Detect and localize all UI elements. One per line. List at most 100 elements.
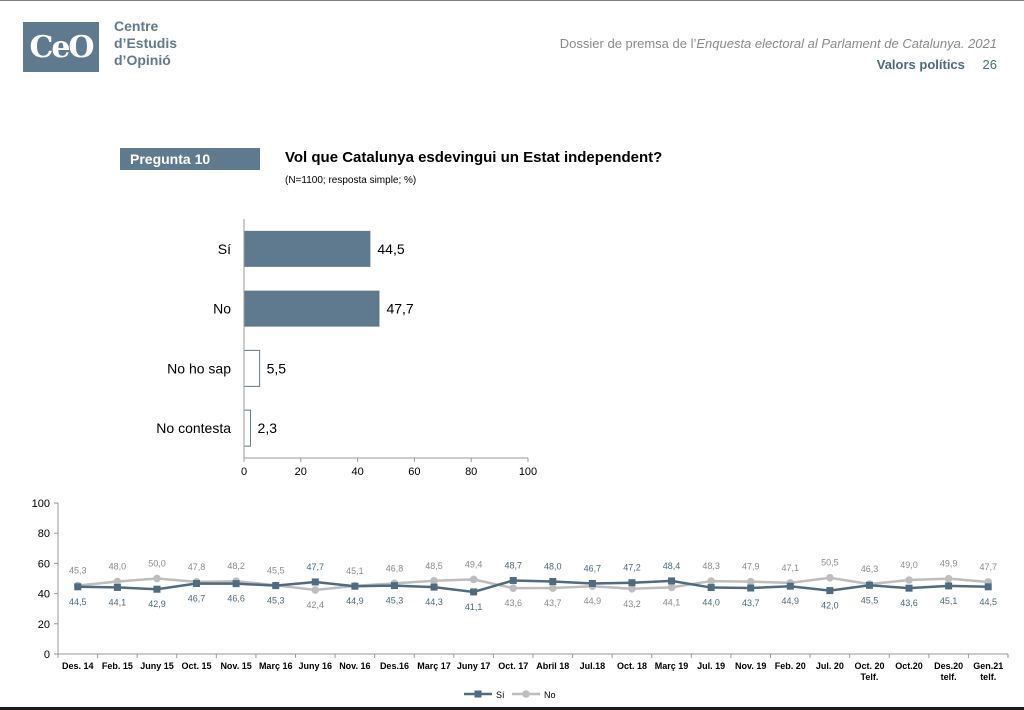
bar-category-label: No contesta	[156, 420, 231, 436]
series-point	[351, 582, 359, 590]
section-name: Valors polítics	[876, 57, 965, 72]
series-data-label: 44,9	[782, 596, 800, 606]
series-point	[905, 576, 913, 584]
series-point	[509, 584, 518, 592]
legend-label: Sí	[496, 690, 505, 700]
line-x-tick-label: Oct. 15	[182, 661, 212, 671]
dossier-prefix: Dossier de premsa de l’	[559, 36, 697, 51]
series-point	[232, 580, 240, 588]
series-data-label: 48,0	[544, 562, 562, 572]
series-data-label: 47,7	[307, 562, 325, 572]
series-data-label: 44,5	[979, 597, 997, 607]
series-data-label: 47,1	[782, 563, 800, 573]
series-point	[113, 577, 122, 586]
line-x-tick-label: Gen.21	[973, 661, 1003, 671]
series-point	[390, 582, 398, 590]
line-x-tick-label: Des.16	[380, 661, 409, 671]
bar-value-label: 2,3	[258, 420, 278, 436]
line-x-tick-label: Feb. 15	[102, 661, 133, 671]
series-data-label: 49,0	[900, 560, 918, 570]
series-point	[865, 581, 873, 589]
series-data-label: 50,5	[821, 558, 839, 568]
line-x-tick-label: Oct. 18	[617, 661, 647, 671]
bar-x-tick-label: 100	[519, 466, 537, 478]
bar-x-tick-label: 0	[241, 466, 247, 478]
line-x-tick-label: Març 19	[655, 661, 689, 671]
series-data-label: 44,9	[346, 596, 364, 606]
org-name-line: d’Estudis	[114, 35, 178, 51]
series-data-label: 47,8	[188, 562, 206, 572]
legend-label: No	[544, 690, 556, 700]
dossier-title: Dossier de premsa de l’Enquesta electora…	[560, 36, 997, 51]
line-x-tick-label: Març 17	[417, 661, 451, 671]
series-point	[430, 576, 438, 585]
series-data-label: 43,7	[742, 598, 760, 608]
series-data-label: 48,4	[663, 561, 681, 571]
series-data-label: 44,9	[584, 596, 602, 606]
series-data-label: 43,6	[504, 598, 522, 608]
series-point	[430, 583, 438, 591]
series-data-label: 44,1	[109, 597, 127, 607]
line-x-tick-label: Juny 16	[299, 661, 333, 671]
line-y-tick-label: 20	[38, 619, 50, 631]
bar	[244, 290, 380, 327]
line-x-tick-label: Oct. 20	[854, 661, 884, 671]
bar-value-label: 44,5	[377, 241, 404, 257]
line-x-tick-label: Oct. 17	[498, 661, 528, 671]
line-x-tick-label: telf.	[980, 672, 996, 682]
series-point	[311, 586, 320, 594]
series-point	[470, 588, 478, 596]
section-header: Valors polítics 26	[877, 57, 997, 72]
line-x-tick-label: telf.	[941, 672, 957, 682]
series-data-label: 48,0	[109, 562, 127, 572]
series-data-label: 48,7	[504, 560, 522, 570]
series-data-label: 45,1	[346, 566, 364, 576]
legend-marker	[522, 690, 530, 698]
org-name-line: Centre	[114, 18, 159, 34]
series-data-label: 48,3	[702, 561, 720, 571]
org-name-line: d’Opinió	[114, 52, 171, 68]
line-x-tick-label: Oct.20	[895, 661, 923, 671]
series-data-label: 46,6	[227, 594, 245, 604]
series-point	[628, 579, 636, 587]
line-x-tick-label: Juny 15	[140, 661, 174, 671]
series-data-label: 42,4	[307, 600, 325, 610]
series-point	[272, 582, 280, 590]
bar-value-label: 47,7	[386, 301, 413, 317]
series-point	[588, 579, 596, 587]
series-point	[153, 585, 161, 593]
top-rule	[0, 0, 1024, 1]
bar-category-label: Sí	[218, 241, 231, 257]
line-x-tick-label: Abril 18	[536, 661, 569, 671]
line-x-tick-label: Jul.18	[580, 661, 606, 671]
line-y-tick-label: 60	[38, 558, 50, 570]
bar	[244, 230, 371, 267]
series-data-label: 44,5	[69, 597, 87, 607]
line-y-tick-label: 80	[38, 528, 50, 540]
ceo-logo: CeO	[23, 22, 99, 72]
line-x-tick-label: Des.20	[934, 661, 963, 671]
bar	[243, 409, 252, 447]
series-line	[77, 576, 989, 592]
series-data-label: 49,9	[940, 559, 958, 569]
series-point	[747, 584, 755, 592]
series-data-label: 46,7	[584, 563, 602, 573]
series-data-label: 45,3	[267, 596, 285, 606]
series-point	[113, 583, 121, 591]
series-point	[826, 573, 834, 582]
series-data-label: 43,2	[623, 599, 641, 609]
series-data-label: 47,7	[979, 562, 997, 572]
series-data-label: 42,0	[821, 601, 839, 611]
series-point	[469, 575, 478, 584]
series-point	[786, 582, 794, 590]
bar-x-tick-label: 40	[351, 466, 363, 478]
series-data-label: 42,9	[148, 599, 166, 609]
series-point	[548, 584, 557, 592]
question-text: Vol que Catalunya esdevingui un Estat in…	[285, 149, 663, 166]
line-x-tick-label: Jul. 19	[697, 661, 725, 671]
line-x-tick-label: Juny 17	[457, 661, 491, 671]
series-data-label: 44,0	[702, 598, 720, 608]
question-subtitle: (N=1100; resposta simple; %)	[285, 175, 417, 186]
series-data-label: 47,2	[623, 563, 641, 573]
